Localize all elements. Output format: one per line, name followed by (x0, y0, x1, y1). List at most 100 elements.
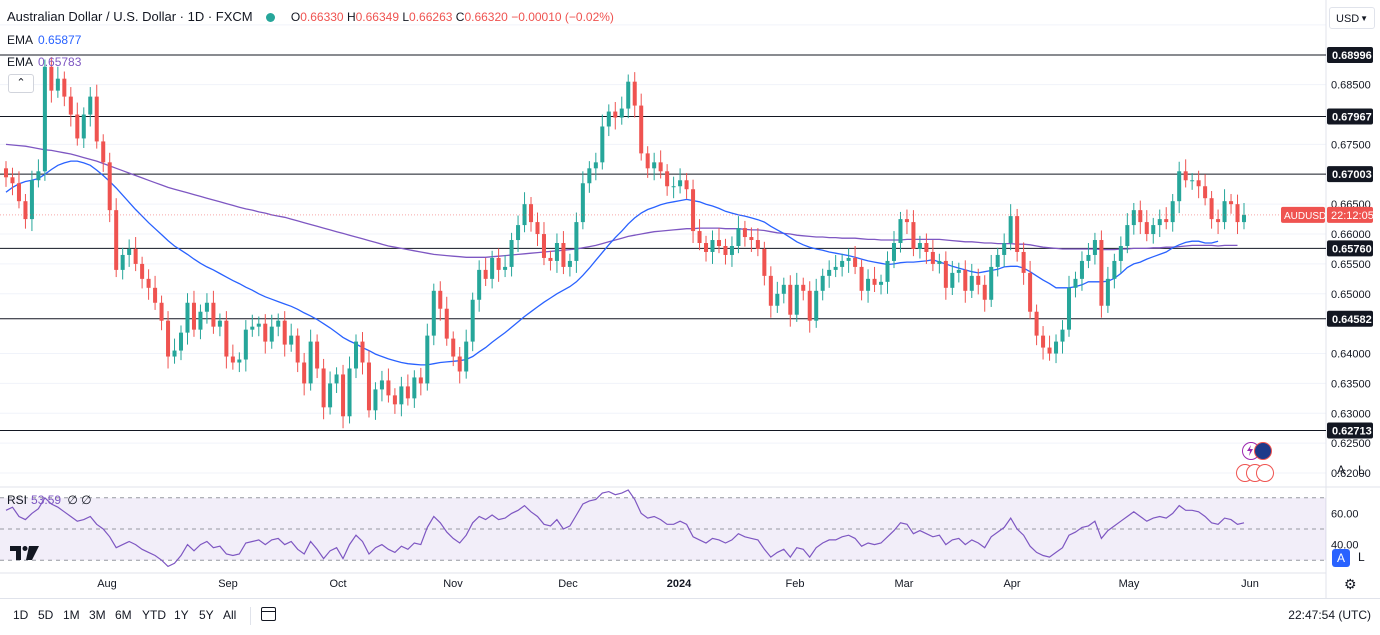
ema-slow-line (5, 143, 1238, 258)
candle-body (153, 287, 158, 303)
time-tick-label: Jun (1241, 578, 1259, 590)
timeframe-1d[interactable]: 1D (13, 608, 29, 622)
candle-body (1209, 198, 1214, 220)
utc-clock[interactable]: 22:47:54 (UTC) (1288, 608, 1371, 622)
candle-body (1034, 311, 1039, 336)
time-tick-label: May (1119, 578, 1140, 590)
candle-body (483, 269, 488, 279)
rsi-auto-scale-button[interactable]: A (1332, 549, 1350, 567)
candle-body (1222, 201, 1227, 223)
candle-body (172, 350, 177, 357)
candle-body (554, 243, 559, 261)
candle-body (68, 96, 73, 115)
candle-body (230, 356, 235, 363)
price-tick-label: 0.65500 (1331, 259, 1371, 271)
candle-body (1066, 287, 1072, 330)
candlesticks (3, 57, 1247, 429)
candle-body (386, 380, 391, 396)
symbol-title: Australian Dollar / U.S. Dollar · 1D · F… (7, 9, 253, 24)
gear-icon[interactable]: ⚙ (1344, 576, 1357, 592)
candle-body (140, 263, 145, 279)
candle-body (1177, 171, 1182, 202)
candle-body (859, 266, 864, 291)
candle-body (814, 290, 819, 321)
candle-body (114, 210, 119, 270)
ema-fast-legend[interactable]: EMA 0.65877 (7, 33, 82, 47)
price-tick-label: 0.66000 (1331, 229, 1371, 241)
candle-body (16, 183, 21, 202)
candle-body (1073, 278, 1078, 288)
candle-body (678, 180, 683, 187)
collapse-legend-button[interactable]: ⌃ (8, 74, 34, 93)
candle-body (963, 269, 968, 291)
candle-body (807, 290, 812, 321)
auto-scale-button[interactable]: A (1337, 463, 1346, 477)
calendar-icon[interactable] (261, 607, 276, 621)
candle-body (840, 260, 845, 267)
tradingview-logo-icon[interactable] (10, 544, 40, 560)
time-axis: Aug Sep Oct Nov Dec 2024 Feb Mar Apr May Jun (97, 578, 1259, 590)
timeframe-all[interactable]: All (223, 608, 237, 622)
grid-lines (0, 0, 1380, 598)
time-tick-label: Apr (1003, 578, 1020, 590)
us-flag-icon[interactable] (1256, 464, 1274, 482)
candle-body (794, 284, 799, 315)
candle-body (295, 335, 300, 363)
ohlc-values: O0.66330 H0.66349 L0.66263 C0.66320 −0.0… (290, 10, 614, 24)
level-price-text: 0.64582 (1332, 314, 1372, 326)
rsi-panel: 60.00 40.00 (0, 489, 1359, 568)
rsi-tick-label: 40.00 (1331, 540, 1359, 552)
timeframe-6m[interactable]: 6M (115, 608, 132, 622)
candle-body (574, 222, 579, 261)
candle-body (691, 189, 696, 232)
timeframe-ytd[interactable]: YTD (142, 608, 166, 622)
candle-body (464, 341, 469, 372)
currency-select[interactable]: USD ▼ (1329, 7, 1375, 29)
candle-body (704, 243, 709, 252)
candle-body (107, 162, 112, 211)
candle-body (943, 260, 948, 288)
candle-body (684, 180, 689, 190)
candle-body (81, 114, 86, 139)
candle-body (88, 96, 93, 115)
candle-body (1144, 222, 1149, 235)
candle-body (755, 240, 760, 249)
candle-body (580, 183, 585, 223)
candle-body (762, 248, 767, 276)
candle-body (62, 78, 67, 97)
candle-body (891, 243, 896, 261)
candle-body (567, 260, 572, 267)
timeframe-5d[interactable]: 5D (38, 608, 54, 622)
price-tick-label: 0.65000 (1331, 289, 1371, 301)
timeframe-3m[interactable]: 3M (89, 608, 106, 622)
rsi-legend[interactable]: RSI 53.59 ∅ ∅ (7, 493, 92, 507)
candle-body (379, 380, 384, 390)
candle-body (995, 254, 1000, 267)
candle-body (1002, 243, 1007, 255)
timeframe-5y[interactable]: 5Y (199, 608, 214, 622)
australia-flag-icon[interactable] (1254, 442, 1272, 460)
countdown-text: 22:12:05 (1331, 210, 1374, 222)
timeframe-1m[interactable]: 1M (63, 608, 80, 622)
chevron-down-icon: ▼ (1360, 14, 1368, 23)
log-scale-button[interactable]: L (1358, 463, 1365, 477)
candle-body (587, 168, 592, 184)
level-price-tag (1327, 240, 1373, 257)
candle-body (606, 111, 611, 127)
candle-body (820, 275, 825, 291)
candle-body (904, 219, 909, 223)
candle-body (1079, 260, 1084, 279)
candle-body (956, 269, 961, 273)
candle-body (146, 278, 151, 288)
ema-slow-legend[interactable]: EMA 0.65783 (7, 55, 82, 69)
candle-body (801, 284, 806, 291)
candle-body (1086, 254, 1091, 261)
rsi-log-scale-button[interactable]: L (1358, 550, 1365, 564)
candle-body (191, 302, 196, 330)
candle-body (366, 362, 371, 411)
price-tick-label: 0.63000 (1331, 408, 1371, 420)
timeframe-1y[interactable]: 1Y (174, 608, 189, 622)
time-tick-label: Oct (329, 578, 346, 590)
candle-body (516, 225, 521, 241)
